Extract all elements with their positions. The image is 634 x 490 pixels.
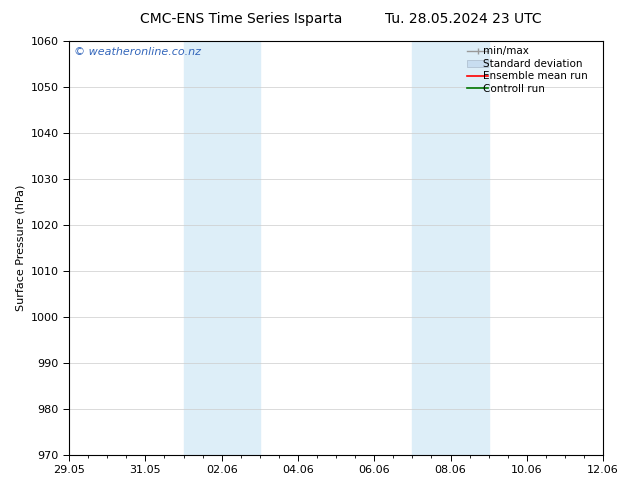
Bar (183, 41, 260, 455)
Text: Tu. 28.05.2024 23 UTC: Tu. 28.05.2024 23 UTC (384, 12, 541, 26)
Text: © weatheronline.co.nz: © weatheronline.co.nz (74, 47, 202, 57)
Text: CMC-ENS Time Series Isparta: CMC-ENS Time Series Isparta (139, 12, 342, 26)
Y-axis label: Surface Pressure (hPa): Surface Pressure (hPa) (15, 185, 25, 311)
Bar (412, 41, 489, 455)
Legend: min/max, Standard deviation, Ensemble mean run, Controll run: min/max, Standard deviation, Ensemble me… (464, 43, 601, 97)
